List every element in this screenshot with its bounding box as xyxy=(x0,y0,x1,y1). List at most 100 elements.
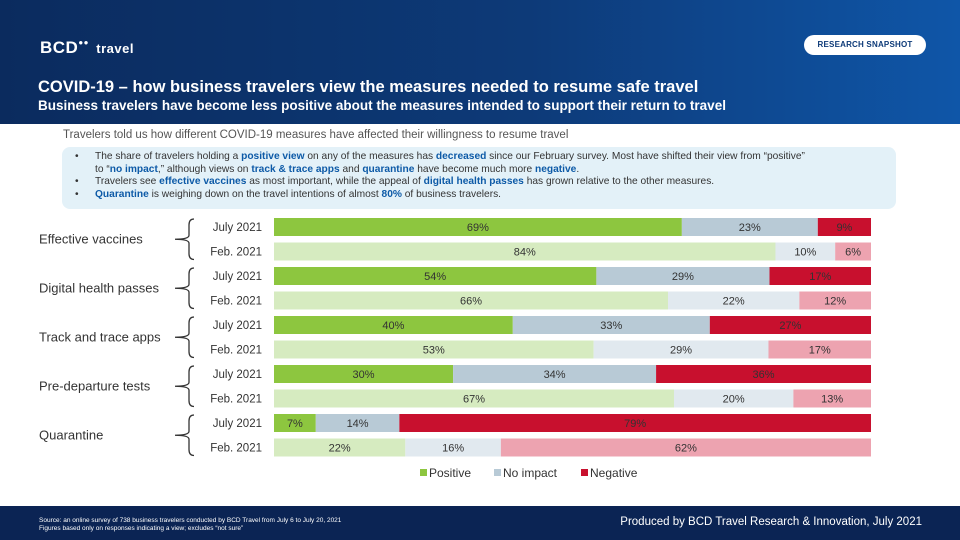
bar-negative xyxy=(769,267,871,285)
bar-positive xyxy=(274,438,406,457)
bar-no-impact xyxy=(775,242,836,261)
finding-1-highlight: no impact xyxy=(109,163,158,175)
period-label: Feb. 2021 xyxy=(210,296,262,308)
period-label: July 2021 xyxy=(213,418,262,430)
logo-dots-icon: ●● xyxy=(78,38,90,47)
finding-1-text: . xyxy=(576,163,580,175)
legend-label: No impact xyxy=(503,466,558,480)
finding-1-highlight: quarantine xyxy=(362,163,415,175)
finding-1-highlight: track & trace apps xyxy=(251,163,340,175)
bar-no-impact xyxy=(405,438,501,457)
data-label: 30% xyxy=(353,369,375,381)
data-label: 53% xyxy=(423,345,445,357)
data-label: 12% xyxy=(824,296,846,308)
finding-1-highlight: negative xyxy=(535,163,577,175)
page-title: COVID-19 – how business travelers view t… xyxy=(38,78,699,96)
legend-label: Positive xyxy=(429,466,471,480)
measure-label: Track and trace apps xyxy=(39,329,161,344)
bar-negative xyxy=(399,414,871,432)
data-label: 23% xyxy=(739,222,761,234)
data-label: 22% xyxy=(723,296,745,308)
data-label: 62% xyxy=(675,443,697,455)
measure-label: Effective vaccines xyxy=(39,231,143,246)
bar-no-impact xyxy=(596,267,770,285)
period-label: Feb. 2021 xyxy=(210,443,262,455)
bar-positive xyxy=(274,242,776,261)
header-banner: BCD●● travel RESEARCH SNAPSHOT COVID-19 … xyxy=(0,0,960,124)
finding-3-highlight: 80% xyxy=(381,188,402,200)
data-label: 34% xyxy=(544,369,566,381)
finding-2-highlight: digital health passes xyxy=(423,176,524,187)
data-label: 6% xyxy=(845,247,861,259)
data-label: 69% xyxy=(467,222,489,234)
finding-1-highlight: positive view xyxy=(241,151,305,162)
data-label: 20% xyxy=(723,394,745,406)
bar-negative xyxy=(709,316,871,334)
finding-1-text: and xyxy=(339,163,363,175)
stacked-bar-chart: July 2021 69% 23% 9% Feb. 2021 84% 10% 6% Effect… xyxy=(39,218,871,480)
finding-1-text: on any of the measures has xyxy=(304,151,436,162)
finding-3-text: of business travelers. xyxy=(401,188,502,200)
bar-positive xyxy=(274,389,674,408)
bar-positive xyxy=(274,365,454,383)
data-label: 84% xyxy=(514,247,536,259)
finding-2: Travelers see effective vaccines as most… xyxy=(75,176,896,189)
bar-no-impact xyxy=(453,365,657,383)
finding-1-text: ,” although views on xyxy=(157,163,252,175)
data-label: 22% xyxy=(329,443,351,455)
bar-positive xyxy=(274,218,682,236)
bar-no-impact xyxy=(668,291,800,310)
finding-1-highlight: decreased xyxy=(435,151,487,162)
period-label: July 2021 xyxy=(213,369,262,381)
data-label: 40% xyxy=(382,320,404,332)
footer: Source: an online survey of 738 business… xyxy=(0,506,960,540)
data-label: 54% xyxy=(424,271,446,283)
finding-1-text: to “ xyxy=(95,163,110,175)
data-label: 33% xyxy=(600,320,622,332)
data-label: 27% xyxy=(779,320,801,332)
period-label: Feb. 2021 xyxy=(210,394,262,406)
finding-2-text: has grown relative to the other measures… xyxy=(523,176,715,187)
finding-1-text: have become much more xyxy=(414,163,536,175)
bar-positive xyxy=(274,291,669,310)
legend-swatch-negative xyxy=(581,469,588,476)
data-label: 7% xyxy=(287,418,303,430)
page-subtitle: Business travelers have become less posi… xyxy=(38,98,726,113)
finding-3-highlight: Quarantine xyxy=(95,188,149,200)
bar-no-impact xyxy=(593,340,769,359)
data-label: 13% xyxy=(821,394,843,406)
group-brace xyxy=(174,267,195,310)
produced-by: Produced by BCD Travel Research & Innova… xyxy=(620,516,922,528)
measure-label: Quarantine xyxy=(39,427,103,442)
source-note: Source: an online survey of 738 business… xyxy=(39,517,342,524)
data-label: 36% xyxy=(753,369,775,381)
bar-negative xyxy=(768,340,871,359)
bar-positive xyxy=(274,340,594,359)
bar-negative xyxy=(793,389,871,408)
data-label: 66% xyxy=(460,296,482,308)
data-label: 29% xyxy=(672,271,694,283)
finding-1-text: The share of travelers holding a xyxy=(95,151,242,162)
measure-label: Digital health passes xyxy=(39,280,159,295)
data-label: 29% xyxy=(670,345,692,357)
bar-positive xyxy=(274,414,316,432)
bar-negative xyxy=(500,438,871,457)
finding-1-continued: to “no impact,” although views on track … xyxy=(95,164,896,177)
legend-swatch-positive xyxy=(420,469,427,476)
group-brace xyxy=(174,316,195,359)
data-label: 10% xyxy=(794,247,816,259)
logo-text: BCD xyxy=(40,38,79,57)
bar-no-impact xyxy=(681,218,818,236)
period-label: July 2021 xyxy=(213,222,262,234)
bar-negative xyxy=(799,291,871,310)
data-label: 17% xyxy=(809,345,831,357)
bar-negative xyxy=(656,365,871,383)
bar-no-impact xyxy=(673,389,794,408)
group-brace xyxy=(174,218,195,261)
period-label: July 2021 xyxy=(213,320,262,332)
bar-no-impact xyxy=(315,414,400,432)
bar-no-impact xyxy=(512,316,710,334)
bar-positive xyxy=(274,267,597,285)
data-label: 14% xyxy=(347,418,369,430)
logo-suffix: travel xyxy=(96,41,134,56)
